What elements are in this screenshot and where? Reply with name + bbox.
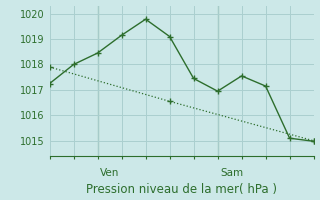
Text: Ven: Ven [100, 168, 119, 178]
Text: Sam: Sam [220, 168, 243, 178]
X-axis label: Pression niveau de la mer( hPa ): Pression niveau de la mer( hPa ) [86, 183, 277, 196]
